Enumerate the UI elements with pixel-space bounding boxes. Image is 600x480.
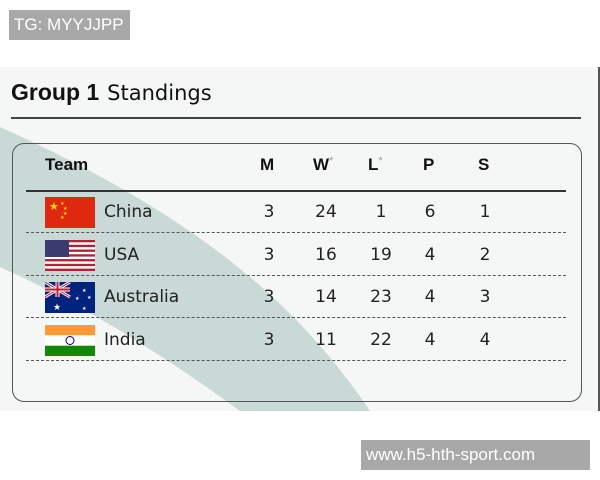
cell-s: 1 xyxy=(479,202,491,222)
svg-text:★: ★ xyxy=(49,200,59,213)
cell-s: 2 xyxy=(479,244,491,265)
team-name: India xyxy=(104,329,146,350)
row-divider xyxy=(26,317,566,318)
table-row: ★ ★ ★ ★ ★ Australia 3 14 23 4 3 xyxy=(0,276,600,318)
header-m: M xyxy=(260,155,275,174)
watermark-top: TG: MYYJJPP xyxy=(9,10,130,40)
row-divider xyxy=(26,359,566,361)
cell-l: 19 xyxy=(370,244,392,265)
china-flag-icon: ★ ★ ★ ★ ★ xyxy=(45,197,95,228)
svg-text:★: ★ xyxy=(87,295,92,301)
cell-p: 4 xyxy=(424,287,436,307)
title-group: Group 1 xyxy=(11,79,100,105)
team-name: USA xyxy=(104,244,140,265)
cell-w: 16 xyxy=(315,244,337,265)
cell-p: 4 xyxy=(424,244,436,265)
row-divider xyxy=(26,232,566,233)
cell-w: 14 xyxy=(315,287,337,307)
usa-flag-icon xyxy=(45,239,95,271)
cell-s: 3 xyxy=(479,287,491,307)
cell-l: 23 xyxy=(370,287,392,307)
svg-text:★: ★ xyxy=(75,296,80,302)
svg-text:★: ★ xyxy=(63,206,68,212)
standings-table xyxy=(12,143,582,402)
cell-m: 3 xyxy=(263,244,275,265)
panel-edge xyxy=(598,67,600,411)
team-name: Australia xyxy=(104,287,180,307)
cell-s: 4 xyxy=(479,329,491,350)
svg-text:★: ★ xyxy=(82,306,87,312)
cell-p: 6 xyxy=(424,202,436,222)
page-title: Group 1 Standings xyxy=(11,79,212,106)
team-name: China xyxy=(104,202,153,222)
header-team: Team xyxy=(45,155,89,174)
table-row: ★ ★ ★ ★ ★ China 3 24 1 6 1 xyxy=(0,191,600,233)
table-row: India 3 11 22 4 4 xyxy=(0,319,600,361)
watermark-bottom: www.h5-hth-sport.com xyxy=(361,440,590,470)
cell-l: 1 xyxy=(375,202,387,222)
cell-m: 3 xyxy=(263,202,275,222)
svg-text:★: ★ xyxy=(60,215,65,221)
header-divider xyxy=(26,190,566,192)
svg-text:★: ★ xyxy=(63,211,68,217)
cell-m: 3 xyxy=(263,287,275,307)
header-l: L* xyxy=(368,155,383,174)
svg-text:★: ★ xyxy=(82,288,87,294)
svg-text:★: ★ xyxy=(53,303,61,313)
cell-w: 24 xyxy=(315,202,337,222)
cell-l: 22 xyxy=(370,329,392,350)
row-divider xyxy=(26,274,566,276)
svg-text:★: ★ xyxy=(60,201,65,207)
header-w: W* xyxy=(313,155,334,174)
cell-p: 4 xyxy=(424,329,436,350)
header-s: S xyxy=(478,155,490,174)
australia-flag-icon: ★ ★ ★ ★ ★ xyxy=(44,280,95,313)
title-divider xyxy=(11,117,581,119)
title-standings: Standings xyxy=(107,81,212,105)
standings-panel: Group 1 Standings Team M W* L* P S ★ ★ ★ ★ ★ … xyxy=(0,67,600,411)
india-flag-icon xyxy=(45,324,95,356)
table-row: USA 3 16 19 4 2 xyxy=(0,234,600,276)
cell-m: 3 xyxy=(263,329,275,350)
cell-w: 11 xyxy=(315,329,337,350)
header-p: P xyxy=(423,155,435,174)
